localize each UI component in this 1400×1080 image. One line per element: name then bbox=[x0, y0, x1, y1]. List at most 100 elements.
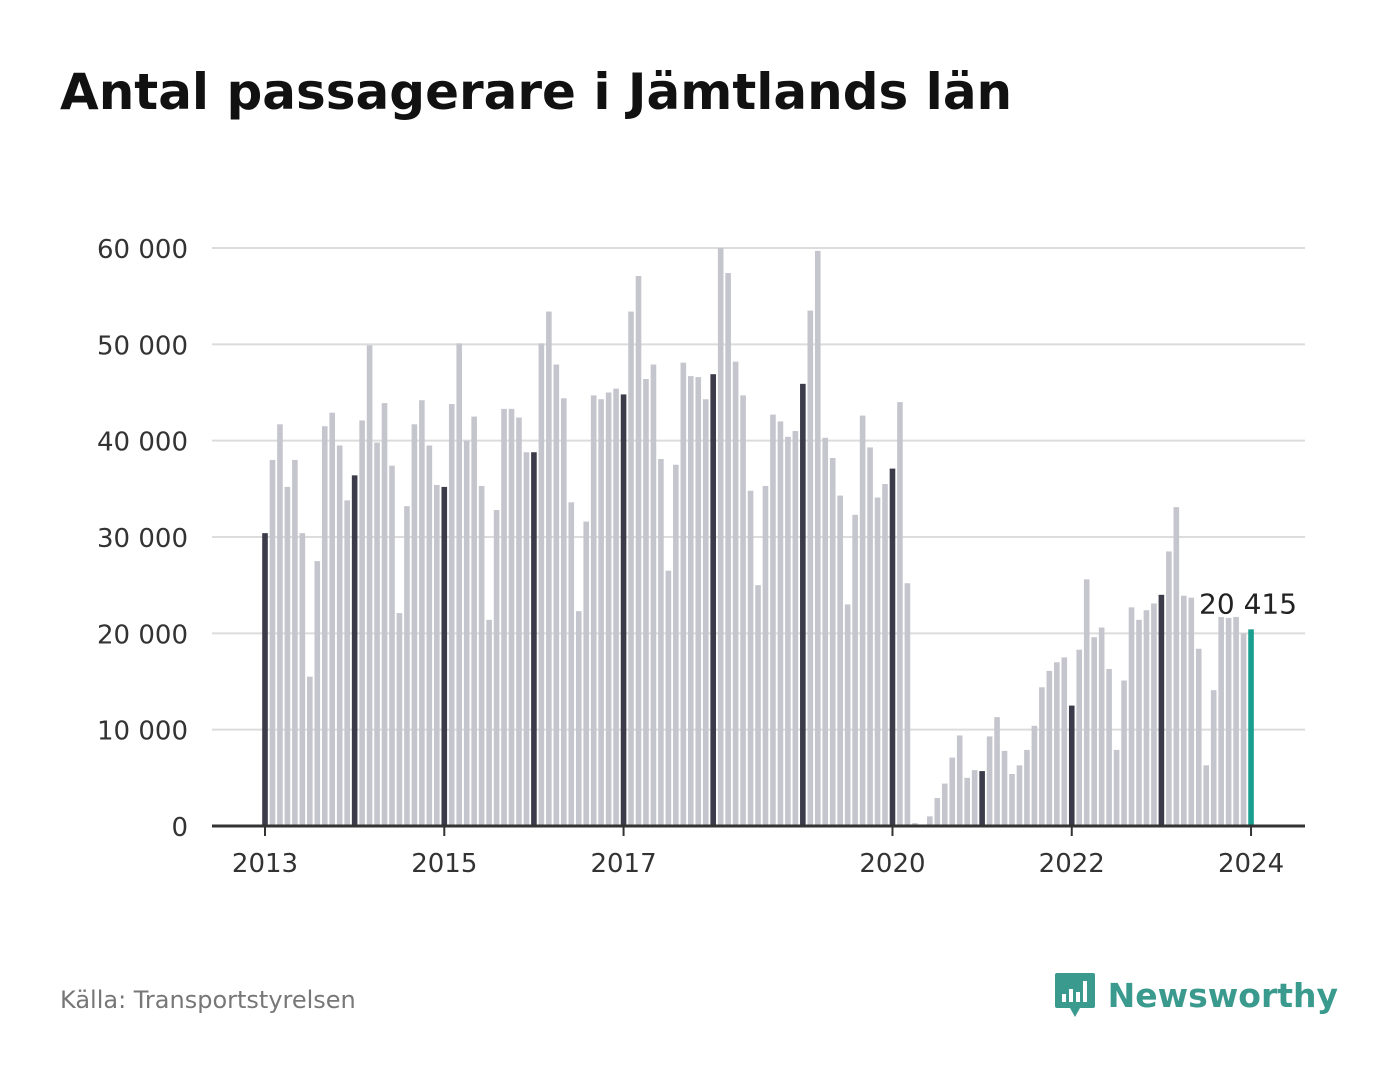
bar bbox=[1106, 668, 1112, 826]
bar bbox=[1039, 687, 1045, 826]
bar bbox=[1001, 750, 1008, 826]
bar bbox=[1113, 749, 1120, 826]
bar bbox=[658, 458, 664, 826]
bar bbox=[471, 416, 477, 826]
bar bbox=[859, 415, 866, 826]
bar bbox=[299, 533, 306, 826]
bar bbox=[650, 364, 657, 826]
bar bbox=[1076, 649, 1083, 826]
bar bbox=[389, 465, 395, 826]
bar bbox=[1016, 765, 1023, 826]
bar-chart: 0 10 000 20 000 30 000 40 000 50 000 60 000 20… bbox=[97, 235, 1305, 879]
bar bbox=[792, 431, 799, 826]
y-tick-label: 40 000 bbox=[97, 428, 188, 458]
bar bbox=[822, 437, 829, 826]
bar bbox=[478, 485, 485, 826]
bar bbox=[344, 500, 350, 826]
bar bbox=[1061, 657, 1068, 826]
y-tick-label: 0 bbox=[171, 813, 188, 843]
bar bbox=[740, 395, 746, 826]
bar bbox=[695, 377, 702, 826]
bar bbox=[1188, 597, 1195, 826]
bar bbox=[1203, 765, 1210, 826]
bar bbox=[1083, 579, 1090, 826]
bar bbox=[964, 777, 970, 826]
bar bbox=[568, 502, 575, 826]
bar-january bbox=[800, 383, 806, 826]
bar bbox=[434, 484, 440, 826]
bar bbox=[874, 497, 881, 826]
x-tick-label: 2020 bbox=[859, 849, 925, 879]
bar bbox=[501, 408, 507, 826]
bar bbox=[314, 561, 321, 826]
bar bbox=[852, 514, 858, 826]
bar bbox=[1136, 619, 1142, 826]
x-axis-tick-labels: 2013 2015 2017 2020 2022 2024 bbox=[232, 849, 1284, 879]
bar bbox=[1091, 637, 1097, 826]
bar bbox=[725, 273, 731, 826]
bar bbox=[882, 484, 888, 826]
bar bbox=[1128, 607, 1135, 826]
bar bbox=[1181, 595, 1187, 826]
bar bbox=[1143, 610, 1150, 826]
bars bbox=[262, 248, 1254, 827]
bar bbox=[1009, 773, 1015, 826]
bar bbox=[807, 310, 814, 826]
brand-name: Newsworthy bbox=[1107, 975, 1338, 1015]
bar-january bbox=[441, 486, 448, 826]
bar-january bbox=[710, 374, 716, 826]
x-tick-label: 2015 bbox=[411, 849, 477, 879]
bar bbox=[673, 464, 679, 826]
bar bbox=[411, 424, 418, 826]
bar bbox=[359, 420, 365, 826]
bar bbox=[508, 408, 515, 826]
bar bbox=[814, 250, 821, 826]
x-tick-label: 2022 bbox=[1039, 849, 1105, 879]
bar bbox=[971, 770, 978, 826]
bar bbox=[426, 445, 433, 826]
bar bbox=[1195, 648, 1202, 826]
bar bbox=[419, 400, 425, 826]
bar bbox=[590, 395, 597, 826]
source-note: Källa: Transportstyrelsen bbox=[60, 986, 356, 1014]
bar bbox=[1240, 633, 1247, 826]
bar bbox=[456, 343, 463, 826]
bar-january bbox=[889, 468, 896, 826]
bar bbox=[538, 343, 545, 826]
bar bbox=[516, 417, 522, 826]
chart-title: Antal passagerare i Jämtlands län bbox=[60, 63, 1013, 121]
bar bbox=[1166, 551, 1172, 826]
bar bbox=[1098, 627, 1105, 826]
bar-january bbox=[979, 771, 985, 826]
bar bbox=[404, 506, 410, 826]
bar bbox=[643, 379, 649, 826]
bar bbox=[396, 613, 403, 826]
brand-logo[interactable]: Newsworthy bbox=[1054, 970, 1338, 1020]
bar bbox=[269, 459, 276, 826]
bar bbox=[493, 510, 500, 826]
bar bbox=[463, 440, 470, 826]
bar bbox=[829, 458, 836, 826]
bar bbox=[680, 362, 687, 826]
bar bbox=[837, 495, 843, 826]
bar bbox=[867, 447, 873, 826]
bar bbox=[755, 585, 761, 826]
bar bbox=[1210, 690, 1217, 826]
annotations: 20 415 bbox=[1199, 587, 1297, 620]
bar-january bbox=[1158, 594, 1165, 826]
x-tick-label: 2017 bbox=[590, 849, 656, 879]
bar bbox=[277, 424, 283, 826]
bar bbox=[732, 361, 739, 826]
bar-january bbox=[531, 452, 537, 826]
bar bbox=[284, 486, 291, 826]
bar bbox=[553, 364, 560, 826]
bar bbox=[762, 485, 769, 826]
bar bbox=[717, 248, 724, 826]
bar-january bbox=[1068, 705, 1075, 826]
bar bbox=[1225, 617, 1232, 826]
bar bbox=[546, 311, 552, 827]
bar bbox=[635, 275, 642, 826]
bar bbox=[366, 345, 373, 826]
bar bbox=[381, 403, 388, 826]
bar bbox=[329, 412, 336, 826]
